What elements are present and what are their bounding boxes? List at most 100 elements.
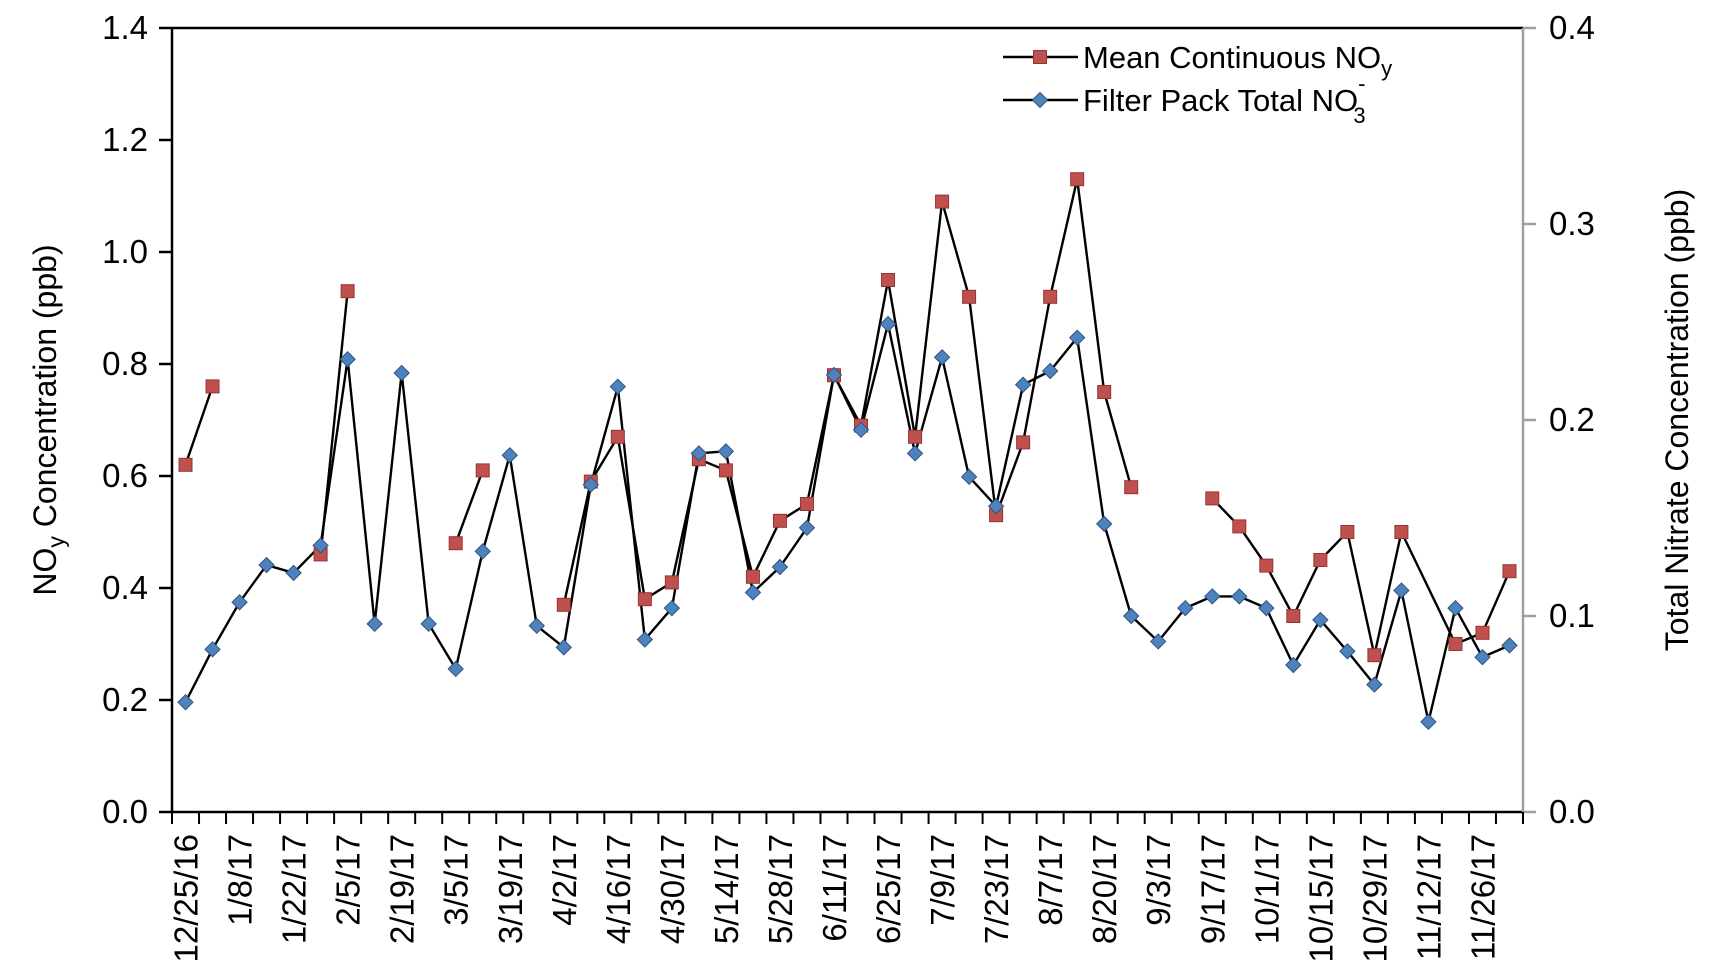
nitrate-data-point bbox=[1014, 376, 1032, 393]
nitrate-data-point bbox=[339, 351, 356, 368]
nitrate-data-point bbox=[933, 349, 951, 366]
noy-data-point bbox=[1502, 564, 1517, 579]
nitrate-data-point bbox=[1041, 362, 1059, 380]
nitrate-data-point bbox=[555, 639, 572, 656]
nitrate-data-point bbox=[771, 558, 789, 576]
nitrate-data-point bbox=[1312, 611, 1329, 629]
noy-data-point bbox=[1340, 525, 1355, 539]
noy-data-point bbox=[799, 497, 814, 511]
x-axis-tick-label: 9/3/17 bbox=[1140, 834, 1177, 926]
noy-data-point bbox=[1367, 648, 1382, 663]
noy-data-point bbox=[1205, 491, 1220, 506]
nitrate-series-line bbox=[184, 322, 1510, 724]
x-axis-tick-label: 6/25/17 bbox=[870, 834, 907, 944]
nitrate-data-point bbox=[528, 617, 545, 635]
x-axis-tick-label: 10/1/17 bbox=[1248, 834, 1285, 944]
nitrate-data-point bbox=[1258, 599, 1275, 617]
nitrate-data-point bbox=[717, 443, 735, 460]
x-axis-tick-label: 4/16/17 bbox=[600, 834, 637, 944]
x-axis-tick-label: 8/20/17 bbox=[1086, 834, 1123, 944]
noy-data-point bbox=[448, 536, 463, 551]
left-axis-tick-label: 0.0 bbox=[102, 793, 148, 830]
legend-item-label: Filter Pack Total NO-3 bbox=[1083, 71, 1366, 128]
nitrate-data-point bbox=[1447, 599, 1464, 617]
noy-data-point bbox=[178, 457, 193, 472]
noy-data-point bbox=[1232, 519, 1247, 534]
x-axis-tick-label: 2/19/17 bbox=[384, 834, 421, 944]
noy-data-point bbox=[718, 463, 733, 478]
noy-data-point bbox=[205, 379, 220, 394]
noy-data-point bbox=[745, 569, 760, 584]
x-axis-tick-label: 11/12/17 bbox=[1410, 834, 1447, 960]
x-axis-tick-label: 10/29/17 bbox=[1356, 834, 1393, 962]
nitrate-data-point bbox=[960, 468, 978, 486]
nitrate-data-point bbox=[1231, 588, 1248, 605]
left-axis-tick-label: 1.4 bbox=[102, 9, 148, 46]
nitrate-data-point bbox=[825, 366, 843, 384]
x-axis-tick-label: 4/30/17 bbox=[654, 834, 691, 944]
legend-item-label: Mean Continuous NOy bbox=[1083, 40, 1392, 81]
legend-item: Mean Continuous NOy bbox=[1003, 40, 1392, 81]
nitrate-data-point bbox=[1123, 607, 1140, 625]
noy-series-line bbox=[562, 177, 1133, 606]
x-axis-tick-label: 9/17/17 bbox=[1194, 834, 1231, 944]
nitrate-data-point bbox=[1420, 713, 1437, 731]
nitrate-data-point bbox=[906, 445, 924, 462]
x-axis-tick-label: 7/23/17 bbox=[978, 834, 1015, 944]
x-axis-tick-label: 6/11/17 bbox=[816, 834, 853, 942]
nitrate-data-point bbox=[204, 641, 221, 658]
left-axis-tick-label: 0.6 bbox=[102, 457, 148, 494]
nitrate-data-point bbox=[1339, 643, 1356, 660]
x-axis-tick-label: 8/7/17 bbox=[1032, 834, 1069, 926]
nitrate-data-point bbox=[1095, 515, 1113, 533]
right-y-axis: 0.0 0.1 0.2 0.3 0.4 bbox=[1523, 9, 1595, 830]
noy-series-line bbox=[454, 469, 484, 544]
x-axis-tick-label: 3/5/17 bbox=[438, 834, 475, 926]
noy-data-point bbox=[772, 513, 787, 528]
series-layer bbox=[177, 172, 1518, 731]
nitrate-data-point bbox=[987, 498, 1005, 515]
noy-data-point bbox=[1016, 435, 1031, 450]
right-axis-tick-label: 0.3 bbox=[1549, 205, 1595, 242]
nitrate-data-point bbox=[447, 660, 464, 678]
x-axis-tick-label: 2/5/17 bbox=[330, 834, 367, 926]
noy-data-point bbox=[881, 273, 896, 287]
nitrate-data-point bbox=[258, 556, 275, 574]
noy-data-point bbox=[935, 194, 950, 209]
noy-data-point bbox=[610, 429, 625, 444]
nitrate-data-point bbox=[1393, 582, 1410, 599]
x-axis-tick-label: 7/9/17 bbox=[924, 834, 961, 926]
x-axis: 12/25/16 1/8/17 1/22/17 2/5/17 2/19/17 3/5/17… bbox=[168, 812, 1524, 962]
legend-item: Filter Pack Total NO-3 bbox=[1003, 71, 1366, 128]
right-axis-title: Total Nitrate Concentration (ppb) bbox=[1659, 189, 1695, 651]
left-axis-tick-label: 1.2 bbox=[102, 121, 148, 158]
nitrate-data-point bbox=[582, 476, 600, 493]
nitrate-data-point bbox=[231, 594, 248, 611]
right-axis-tick-label: 0.2 bbox=[1549, 401, 1595, 438]
x-axis-tick-label: 11/26/17 bbox=[1464, 834, 1501, 960]
x-axis-tick-label: 5/28/17 bbox=[762, 834, 799, 944]
left-axis-title: NOy Concentration (ppb) bbox=[27, 244, 69, 595]
nitrate-data-point bbox=[609, 378, 627, 395]
right-axis-tick-label: 0.0 bbox=[1549, 793, 1595, 830]
right-axis-tick-label: 0.4 bbox=[1549, 9, 1595, 46]
nitrate-data-point bbox=[1204, 588, 1221, 605]
nitrate-data-point bbox=[1474, 648, 1491, 666]
nitrate-data-point bbox=[312, 537, 329, 554]
noy-data-point bbox=[1394, 525, 1409, 539]
right-axis-tick-label: 0.1 bbox=[1549, 597, 1595, 634]
noy-data-point bbox=[1313, 553, 1328, 567]
nitrate-data-point bbox=[501, 447, 518, 464]
nitrate-data-point bbox=[1501, 637, 1518, 654]
x-axis-tick-label: 4/2/17 bbox=[546, 834, 583, 926]
noy-data-point bbox=[962, 289, 977, 304]
nitrate-data-point bbox=[1285, 656, 1302, 674]
x-axis-tick-label: 5/14/17 bbox=[708, 834, 745, 944]
axis-titles: NOy Concentration (ppb) Total Nitrate Con… bbox=[27, 189, 1695, 651]
x-axis-tick-label: 1/8/17 bbox=[222, 834, 259, 926]
nitrate-data-point bbox=[1031, 91, 1049, 109]
nitrate-data-point bbox=[1150, 633, 1167, 650]
left-axis-tick-label: 0.4 bbox=[102, 569, 148, 606]
noy-data-point bbox=[908, 429, 923, 444]
